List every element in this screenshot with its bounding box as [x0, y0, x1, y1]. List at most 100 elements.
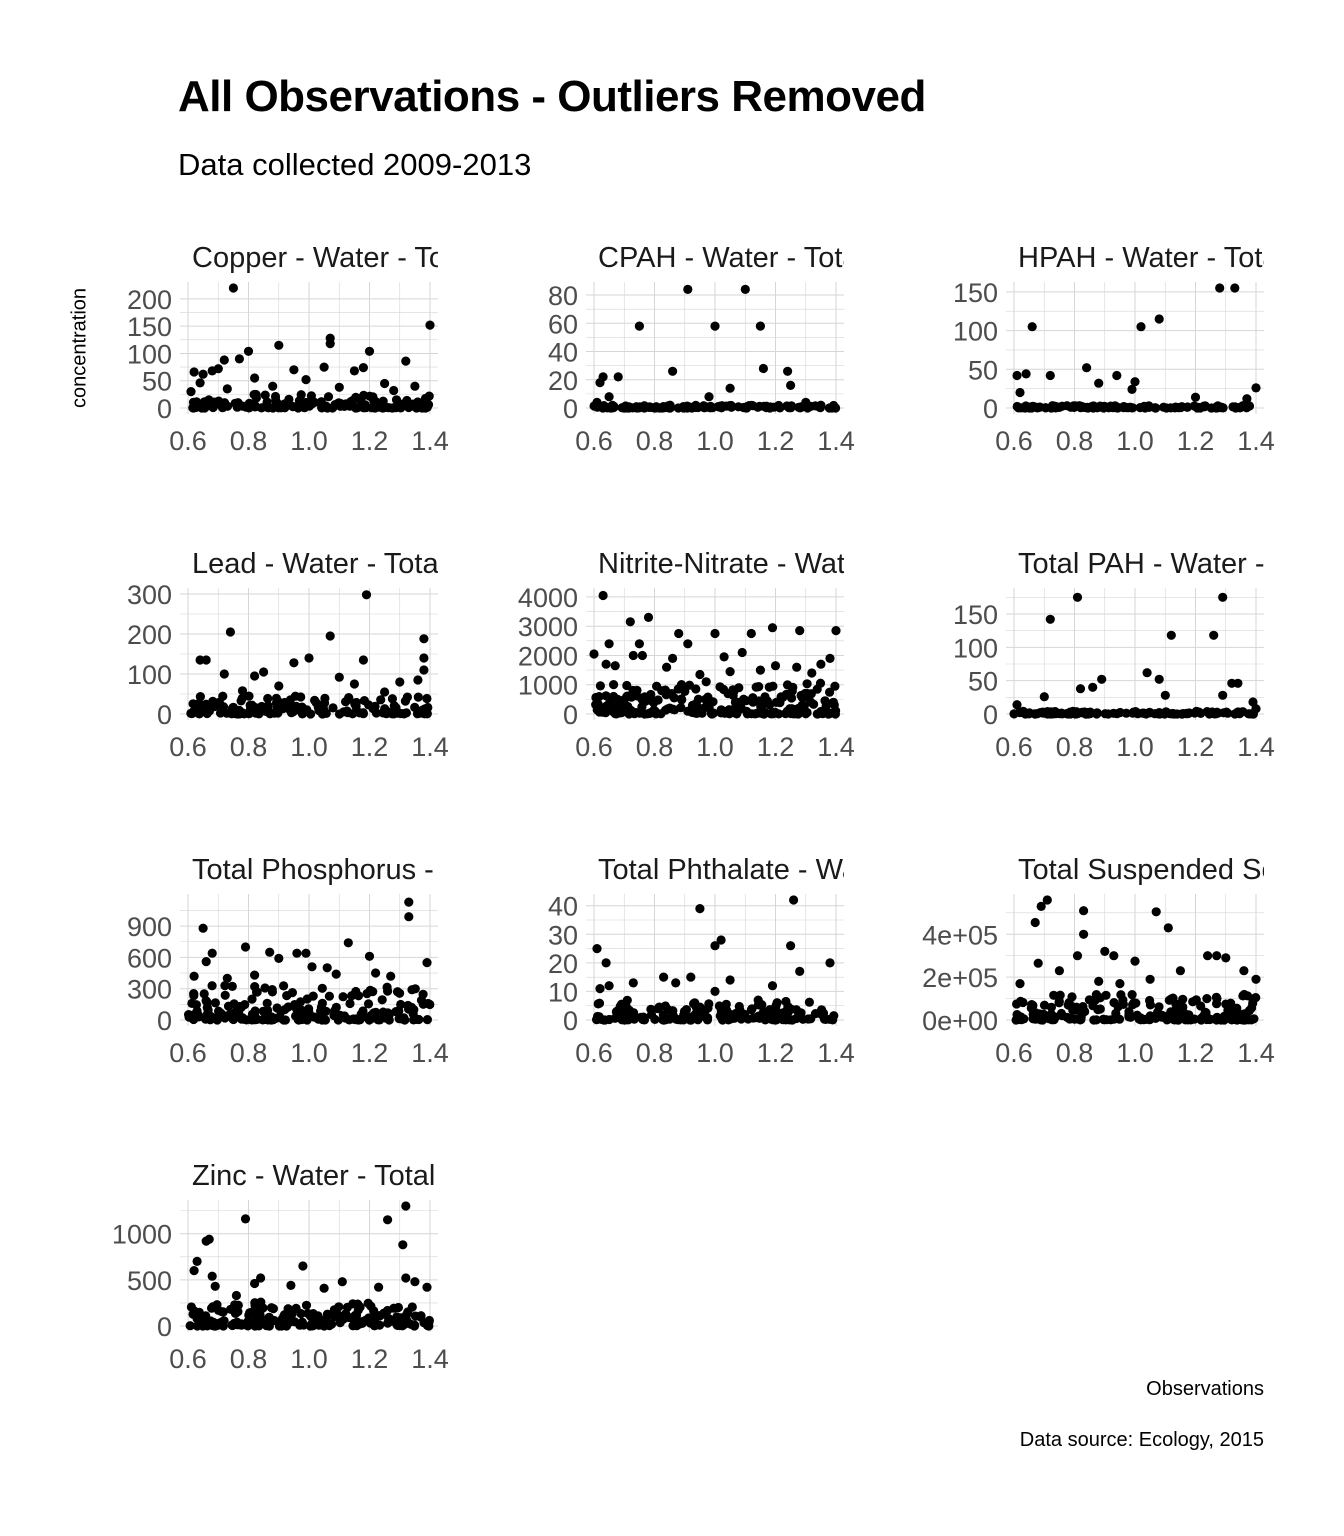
scatter-point [207, 981, 217, 991]
scatter-point [284, 394, 294, 404]
scatter-point [218, 691, 228, 701]
scatter-point [291, 1011, 301, 1021]
scatter-point [424, 391, 434, 401]
scatter-point [316, 1006, 326, 1016]
scatter-point [640, 709, 650, 719]
scatter-point [1100, 946, 1110, 957]
scatter-point [1100, 709, 1110, 719]
scatter-point [1065, 1014, 1075, 1024]
scatter-point [263, 1005, 273, 1016]
scatter-point [786, 380, 796, 390]
x-tick-label: 0.6 [169, 1344, 207, 1374]
chart-title: All Observations - Outliers Removed [178, 72, 926, 121]
scatter-point [652, 681, 662, 691]
scatter-point [825, 958, 835, 968]
scatter-point [662, 662, 672, 672]
scatter-point [189, 991, 199, 1001]
scatter-point [250, 1298, 260, 1308]
x-tick-label: 1.0 [290, 732, 328, 762]
scatter-point [190, 399, 200, 409]
scatter-point [1028, 1000, 1038, 1011]
y-tick-label: 0 [563, 1006, 578, 1036]
scatter-point [319, 1015, 329, 1025]
scatter-point [201, 1236, 211, 1246]
scatter-point [213, 364, 223, 374]
scatter-point [686, 972, 696, 982]
scatter-point [699, 401, 709, 411]
scatter-point [795, 966, 805, 977]
scatter-point [703, 1013, 713, 1023]
scatter-point [758, 363, 769, 374]
scatter-point [327, 1319, 337, 1329]
scatter-point [823, 709, 834, 719]
scatter-point [725, 667, 735, 677]
scatter-point [424, 1315, 434, 1326]
scatter-point [1190, 996, 1201, 1006]
scatter-point [751, 682, 761, 692]
x-tick-label: 0.8 [1056, 426, 1094, 456]
x-tick-label: 1.4 [1237, 732, 1275, 762]
scatter-point [807, 668, 817, 678]
scatter-point [1239, 966, 1249, 976]
scatter-point [289, 365, 299, 375]
scatter-point [1218, 592, 1228, 602]
scatter-point [1166, 1007, 1176, 1017]
scatter-point [601, 958, 611, 968]
scatter-point [701, 677, 711, 687]
scatter-point [637, 650, 648, 661]
scatter-point [1080, 1006, 1090, 1017]
scatter-point [201, 957, 211, 967]
scatter-point [219, 355, 229, 365]
scatter-point [713, 402, 723, 412]
scatter-point [304, 1004, 314, 1014]
scatter-point [338, 992, 348, 1002]
scatter-point [207, 1271, 217, 1281]
scatter-point [1050, 1012, 1060, 1022]
scatter-point [250, 1278, 260, 1289]
scatter-point [1212, 707, 1222, 717]
scatter-point [227, 981, 237, 992]
scatter-point [1094, 976, 1104, 987]
scatter-point [1055, 990, 1065, 1000]
scatter-point [1151, 907, 1161, 917]
y-tick-label: 150 [127, 312, 172, 342]
x-tick-label: 0.6 [169, 426, 207, 456]
x-tick-label: 1.4 [411, 1344, 449, 1374]
scatter-point [632, 403, 642, 413]
scatter-point [674, 628, 684, 639]
scatter-point [610, 661, 620, 671]
scatter-point [755, 321, 766, 331]
scatter-point [343, 708, 353, 718]
scatter-point [410, 381, 420, 391]
scatter-point [252, 987, 262, 997]
scatter-point [1230, 402, 1240, 412]
scatter-point [419, 665, 429, 675]
scatter-point [736, 1014, 746, 1024]
scatter-point [1131, 998, 1141, 1008]
scatter-point [302, 994, 312, 1004]
scatter-point [249, 705, 259, 715]
data-points [184, 897, 435, 1025]
scatter-point [408, 399, 418, 409]
scatter-point [366, 1301, 376, 1311]
scatter-point [733, 402, 744, 412]
scatter-point [1127, 990, 1137, 1000]
scatter-point [1124, 1007, 1134, 1017]
scatter-point [254, 1321, 264, 1331]
scatter-point [589, 649, 599, 659]
y-tick-label: 300 [127, 975, 172, 1005]
x-tick-label: 0.6 [995, 426, 1033, 456]
scatter-point [1233, 678, 1243, 688]
scatter-point [801, 397, 811, 407]
scatter-point [718, 1014, 728, 1024]
scatter-point [1209, 630, 1219, 640]
scatter-point [748, 1013, 758, 1023]
scatter-point [411, 1014, 421, 1024]
scatter-point [249, 1014, 259, 1024]
scatter-point [345, 998, 355, 1009]
scatter-point [601, 691, 611, 701]
scatter-point [1039, 692, 1049, 702]
scatter-point [194, 709, 204, 719]
scatter-point [306, 391, 316, 401]
